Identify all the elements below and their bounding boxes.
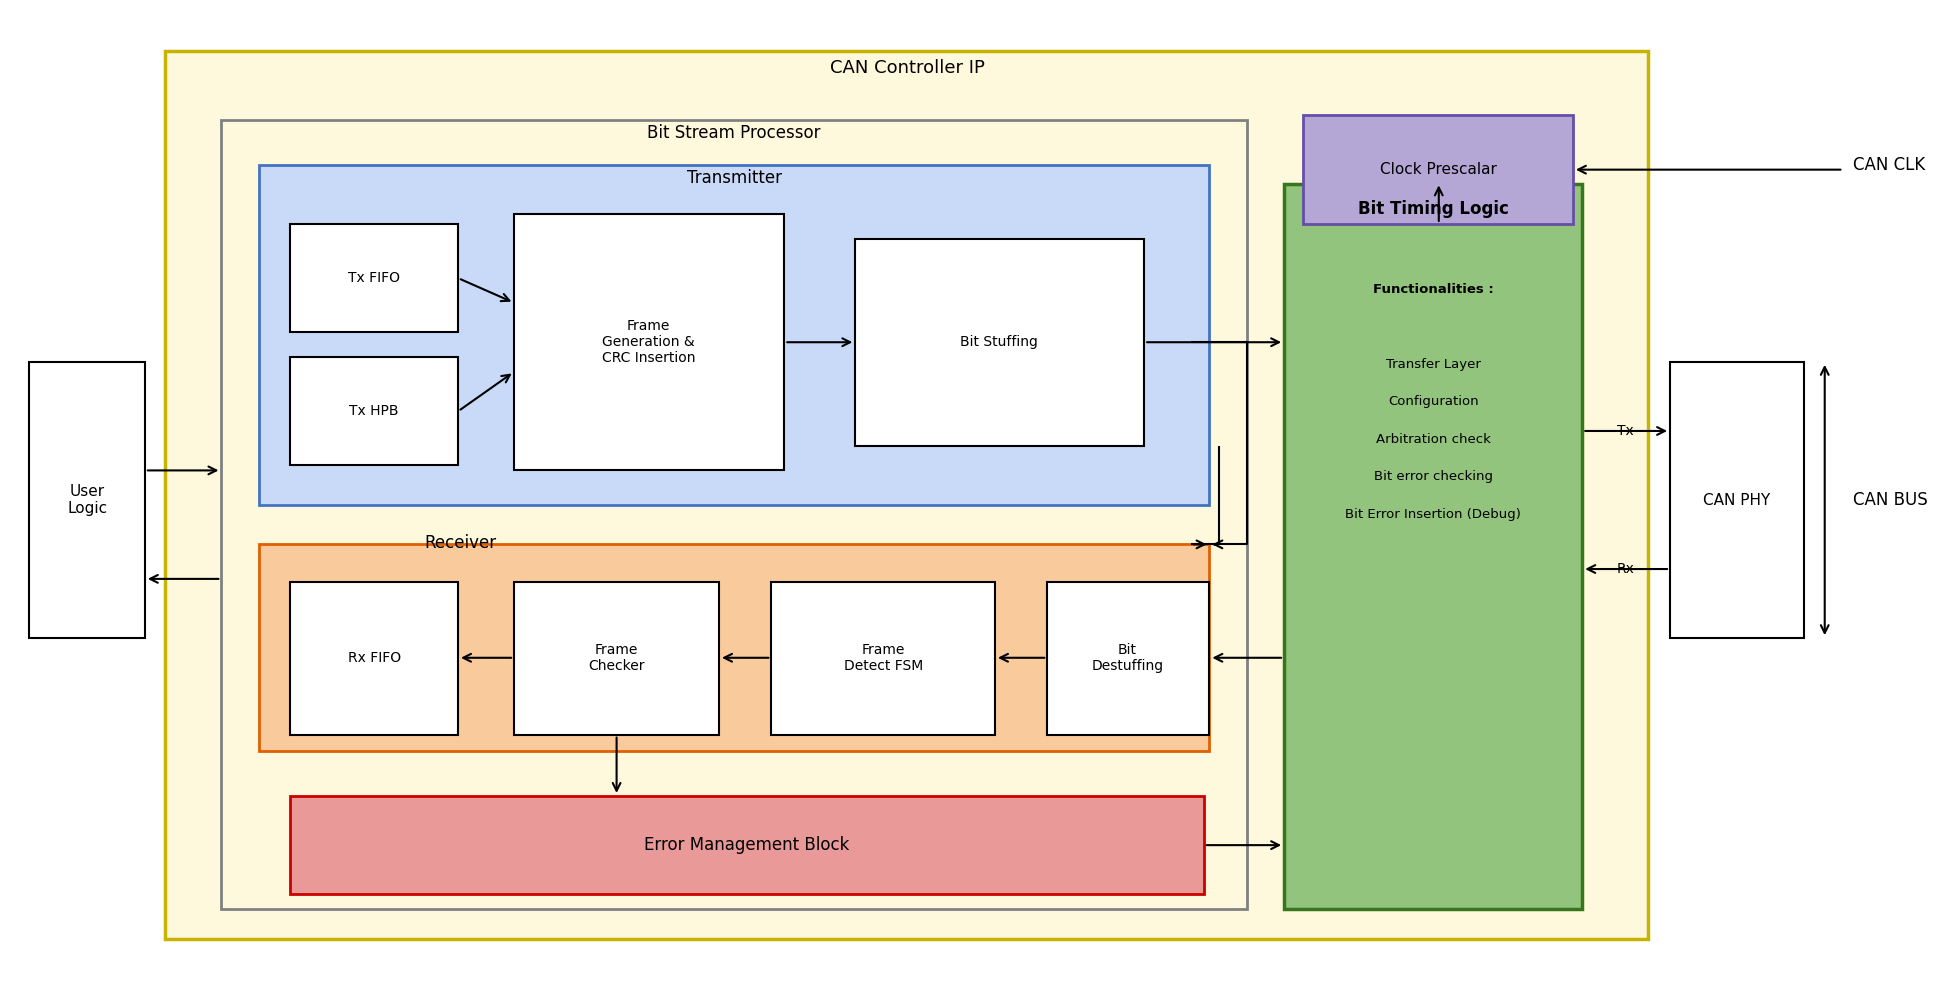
Text: Rx FIFO: Rx FIFO [347, 651, 401, 665]
FancyBboxPatch shape [1285, 184, 1581, 909]
FancyBboxPatch shape [291, 357, 457, 465]
FancyBboxPatch shape [165, 51, 1647, 939]
Text: Configuration: Configuration [1388, 395, 1479, 408]
Text: Frame
Checker: Frame Checker [589, 643, 645, 673]
Text: Tx: Tx [1616, 424, 1634, 438]
FancyBboxPatch shape [291, 582, 457, 735]
FancyBboxPatch shape [221, 120, 1246, 909]
FancyBboxPatch shape [291, 796, 1203, 894]
Text: Error Management Block: Error Management Block [645, 836, 849, 854]
Text: Bit Stream Processor: Bit Stream Processor [647, 124, 822, 142]
FancyBboxPatch shape [258, 165, 1209, 505]
Text: CAN BUS: CAN BUS [1853, 491, 1928, 509]
Text: Receiver: Receiver [424, 534, 496, 552]
Text: Rx: Rx [1616, 562, 1634, 576]
Text: Frame
Detect FSM: Frame Detect FSM [843, 643, 922, 673]
Text: Frame
Generation &
CRC Insertion: Frame Generation & CRC Insertion [601, 319, 696, 365]
Text: Arbitration check: Arbitration check [1376, 433, 1490, 446]
FancyBboxPatch shape [258, 544, 1209, 751]
FancyBboxPatch shape [291, 224, 457, 332]
Text: CAN Controller IP: CAN Controller IP [829, 59, 985, 77]
Text: Bit error checking: Bit error checking [1374, 470, 1492, 483]
FancyBboxPatch shape [1047, 582, 1209, 735]
Text: Bit Stuffing: Bit Stuffing [959, 335, 1037, 349]
FancyBboxPatch shape [514, 582, 719, 735]
FancyBboxPatch shape [771, 582, 994, 735]
FancyBboxPatch shape [29, 362, 145, 638]
FancyBboxPatch shape [855, 239, 1143, 446]
Text: Tx HPB: Tx HPB [349, 404, 399, 418]
Text: Clock Prescalar: Clock Prescalar [1380, 162, 1498, 177]
Text: Bit Error Insertion (Debug): Bit Error Insertion (Debug) [1345, 508, 1521, 521]
Text: Functionalities :: Functionalities : [1372, 283, 1494, 296]
Text: Tx FIFO: Tx FIFO [349, 271, 401, 285]
Text: CAN CLK: CAN CLK [1853, 156, 1924, 174]
Text: User
Logic: User Logic [68, 484, 107, 516]
Text: Transfer Layer: Transfer Layer [1386, 358, 1481, 371]
Text: Bit
Destuffing: Bit Destuffing [1091, 643, 1163, 673]
Text: Transmitter: Transmitter [686, 169, 781, 187]
FancyBboxPatch shape [1302, 115, 1574, 224]
Text: Bit Timing Logic: Bit Timing Logic [1359, 200, 1508, 218]
FancyBboxPatch shape [514, 214, 785, 470]
Text: CAN PHY: CAN PHY [1704, 493, 1771, 508]
FancyBboxPatch shape [1671, 362, 1804, 638]
